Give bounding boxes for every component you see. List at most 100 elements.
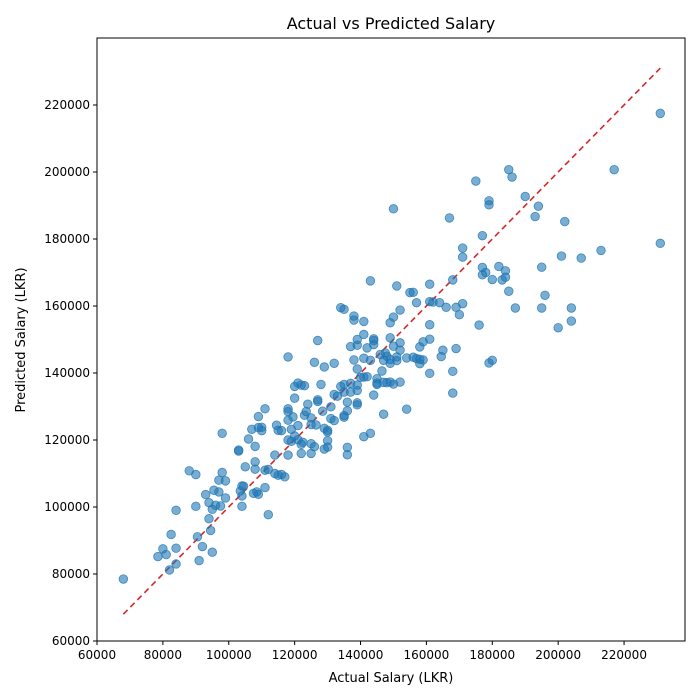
- data-point: [369, 339, 379, 350]
- data-point: [280, 472, 290, 482]
- data-point: [217, 428, 227, 439]
- data-point: [342, 442, 353, 453]
- data-point: [303, 399, 313, 409]
- data-point: [260, 404, 270, 414]
- data-point: [441, 302, 451, 313]
- data-point: [263, 510, 273, 520]
- data-point: [342, 406, 353, 416]
- data-point: [217, 467, 227, 478]
- data-point: [553, 323, 563, 333]
- data-point: [349, 355, 359, 365]
- data-point: [352, 380, 362, 390]
- data-point: [487, 274, 497, 285]
- data-point: [311, 420, 321, 430]
- data-point: [289, 393, 300, 403]
- data-point: [260, 482, 270, 493]
- data-point: [250, 441, 260, 452]
- data-point: [283, 352, 293, 362]
- plot-frame: [96, 37, 686, 642]
- data-point: [537, 303, 547, 313]
- data-point: [540, 290, 550, 300]
- y-tick-label: 180000: [44, 232, 90, 246]
- y-tick-label: 60000: [52, 634, 90, 648]
- data-point: [191, 469, 201, 480]
- data-point: [171, 505, 181, 516]
- data-point: [359, 329, 369, 340]
- data-point: [220, 493, 231, 503]
- points-layer: [118, 108, 665, 584]
- x-tick-label: 140000: [338, 648, 384, 662]
- data-point: [161, 549, 171, 560]
- data-point: [205, 525, 216, 536]
- data-point: [655, 108, 665, 119]
- data-point: [500, 272, 511, 282]
- data-point: [481, 267, 491, 278]
- data-point: [322, 442, 333, 452]
- data-point: [477, 230, 488, 241]
- data-point: [576, 253, 586, 263]
- data-point: [240, 462, 250, 472]
- data-point: [560, 216, 570, 227]
- data-point: [359, 316, 369, 327]
- data-point: [556, 251, 567, 261]
- data-point: [457, 252, 468, 262]
- x-tick-label: 160000: [404, 648, 450, 662]
- data-point: [352, 400, 362, 410]
- data-point: [444, 213, 455, 223]
- data-point: [609, 164, 619, 175]
- data-point: [191, 501, 201, 512]
- data-point: [378, 409, 389, 419]
- data-point: [362, 371, 372, 382]
- data-point: [530, 211, 540, 222]
- y-tick-label: 200000: [44, 165, 90, 179]
- data-point: [454, 310, 465, 320]
- data-point: [365, 428, 376, 439]
- data-point: [365, 355, 376, 365]
- y-tick-label: 160000: [44, 299, 90, 313]
- data-point: [329, 358, 339, 368]
- y-tick-label: 220000: [44, 98, 90, 112]
- data-point: [537, 262, 547, 272]
- x-axis-label: Actual Salary (LKR): [329, 671, 454, 686]
- data-point: [253, 489, 264, 499]
- x-tick-label: 120000: [272, 648, 318, 662]
- data-point: [220, 476, 231, 486]
- data-point: [484, 196, 494, 206]
- data-point: [352, 364, 362, 374]
- y-tick-label: 100000: [44, 500, 90, 514]
- data-point: [166, 529, 176, 540]
- data-point: [309, 442, 320, 452]
- data-point: [299, 381, 310, 391]
- data-point: [207, 547, 217, 557]
- x-tick-label: 220000: [601, 648, 647, 662]
- data-point: [276, 425, 287, 436]
- data-point: [388, 312, 399, 322]
- data-point: [171, 543, 181, 553]
- data-point: [425, 320, 435, 330]
- x-tick-label: 180000: [469, 648, 515, 662]
- data-point: [329, 415, 339, 426]
- data-point: [118, 574, 129, 584]
- data-point: [237, 501, 247, 512]
- data-point: [322, 425, 333, 435]
- data-point: [425, 334, 435, 344]
- x-tick-label: 60000: [78, 648, 116, 662]
- data-point: [339, 304, 349, 315]
- data-point: [313, 335, 323, 346]
- data-point: [319, 362, 329, 372]
- data-point: [566, 303, 577, 313]
- data-point: [471, 176, 481, 186]
- data-point: [349, 315, 359, 325]
- y-axis-label: Predicted Salary (LKR): [14, 267, 29, 412]
- data-point: [326, 402, 336, 412]
- data-point: [317, 406, 328, 416]
- data-point: [533, 201, 544, 211]
- data-point: [507, 172, 517, 182]
- data-point: [392, 355, 402, 366]
- data-point: [566, 316, 577, 326]
- data-point: [448, 275, 458, 285]
- data-point: [438, 345, 448, 355]
- chart-title: Actual vs Predicted Salary: [287, 14, 496, 33]
- data-point: [238, 481, 249, 491]
- data-point: [401, 404, 412, 414]
